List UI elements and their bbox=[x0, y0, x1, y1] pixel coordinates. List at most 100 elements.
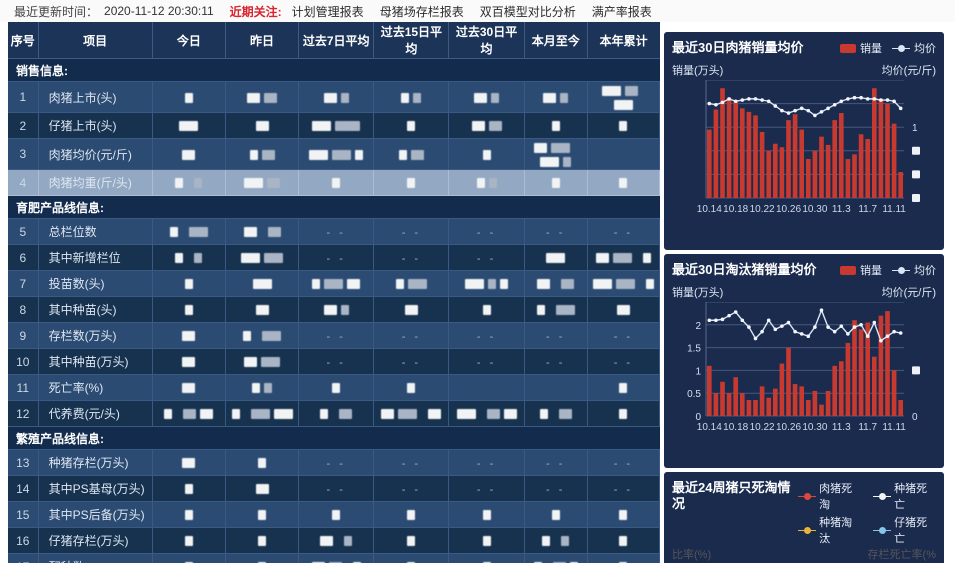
table-row-5[interactable]: 5 总栏位数 - - - - - - - - - - bbox=[8, 218, 661, 245]
bar-swatch-icon bbox=[840, 43, 856, 53]
value-cell bbox=[448, 501, 525, 528]
table-row-8[interactable]: 8 其中种苗(头) bbox=[8, 296, 661, 323]
redacted-value-block bbox=[264, 92, 278, 103]
nav-link-4[interactable]: 满产率报表 bbox=[591, 4, 652, 19]
table-row-3[interactable]: 3 肉猪均价(元/斤) bbox=[8, 138, 661, 170]
row-number: 14 bbox=[8, 475, 39, 502]
redacted-value-block bbox=[258, 458, 267, 469]
redacted-value-block bbox=[543, 92, 557, 103]
table-row-2[interactable]: 2 仔猪上市(头) bbox=[8, 112, 661, 139]
recent-focus-label: 近期关注: bbox=[229, 4, 282, 19]
redacted-value-block bbox=[347, 279, 361, 290]
table-row-6[interactable]: 6 其中新增栏位 - - - - - - bbox=[8, 244, 661, 271]
value-cell bbox=[587, 169, 661, 196]
row-number: 13 bbox=[8, 449, 39, 476]
redacted-value-block bbox=[407, 383, 416, 394]
table-row-12[interactable]: 12 代养费(元/头) bbox=[8, 400, 661, 427]
legend-item-仔猪死亡[interactable]: 仔猪死亡 bbox=[873, 514, 936, 546]
redacted-dashes: - - bbox=[476, 457, 497, 470]
legend-item-均价[interactable]: 均价 bbox=[892, 40, 936, 56]
row-number: 2 bbox=[8, 112, 39, 139]
bar-line-chart-svg: 21.510.50 010.14 10.18 10.22 10.26 10.30 11.3 1… bbox=[687, 302, 920, 433]
nav-link-2[interactable]: 母猪场存栏报表 bbox=[379, 4, 464, 19]
nav-link-3[interactable]: 双百模型对比分析 bbox=[479, 4, 576, 19]
redacted-value-block bbox=[619, 510, 628, 521]
value-cell: - - bbox=[373, 218, 450, 245]
col-header-2: 今日 bbox=[152, 22, 226, 59]
value-cell bbox=[152, 348, 226, 375]
redacted-value-block bbox=[309, 149, 329, 160]
line-dot-swatch-icon bbox=[873, 526, 891, 534]
table-row-1[interactable]: 1 肉猪上市(头) bbox=[8, 81, 661, 113]
legend-item-均价[interactable]: 均价 bbox=[892, 262, 936, 278]
line-dot-swatch-icon bbox=[873, 492, 891, 500]
redacted-value-block bbox=[320, 536, 334, 547]
value-cell bbox=[524, 81, 588, 113]
row-item-label: 其中PS基母(万头) bbox=[38, 475, 153, 502]
value-cell bbox=[225, 169, 300, 196]
redacted-value-block bbox=[546, 253, 566, 264]
legend-item-种猪淘汰[interactable]: 种猪淘汰 bbox=[798, 514, 861, 546]
redacted-value-block bbox=[491, 92, 500, 103]
table-row-14[interactable]: 14 其中PS基母(万头) - - - - - - - - - - bbox=[8, 475, 661, 502]
nav-link-1[interactable]: 计划管理报表 bbox=[291, 4, 364, 19]
row-number: 1 bbox=[8, 81, 39, 113]
table-row-15[interactable]: 15 其中PS后备(万头) bbox=[8, 501, 661, 528]
redacted-value-block bbox=[476, 178, 485, 189]
legend-label: 仔猪死亡 bbox=[894, 517, 928, 545]
table-row-13[interactable]: 13 种猪存栏(万头) - - - - - - - - - - bbox=[8, 449, 661, 476]
value-cell bbox=[152, 138, 226, 170]
table-row-7[interactable]: 7 投苗数(头) bbox=[8, 270, 661, 297]
redacted-dashes: - - bbox=[326, 356, 346, 369]
update-time-value: 2020-11-12 20:30:11 bbox=[104, 4, 214, 18]
value-cell bbox=[225, 270, 300, 297]
svg-text:10.26: 10.26 bbox=[776, 204, 801, 215]
section-title: 销售信息: bbox=[8, 58, 660, 82]
redacted-dashes: - - bbox=[326, 483, 346, 496]
redacted-value-block bbox=[465, 279, 485, 290]
col-header-7: 本月至今 bbox=[524, 22, 588, 59]
redacted-value-block bbox=[624, 85, 638, 96]
table-row-16[interactable]: 16 仔猪存栏(万头) bbox=[8, 527, 661, 554]
legend-item-销量[interactable]: 销量 bbox=[840, 262, 882, 278]
table-row-4[interactable]: 4 肉猪均重(斤/头) bbox=[8, 169, 661, 196]
row-number: 11 bbox=[8, 374, 39, 401]
redacted-value-block bbox=[592, 279, 612, 290]
redacted-value-block bbox=[542, 536, 551, 547]
redacted-value-block bbox=[381, 409, 395, 420]
legend-item-种猪死亡[interactable]: 种猪死亡 bbox=[873, 480, 936, 512]
value-cell: - - bbox=[448, 475, 525, 502]
value-cell bbox=[524, 400, 588, 427]
value-cell bbox=[225, 81, 300, 113]
row-item-label: 肉猪上市(头) bbox=[38, 81, 153, 113]
value-cell bbox=[152, 400, 226, 427]
value-cell: - - bbox=[373, 244, 450, 271]
top-status-bar: 最近更新时间： 2020-11-12 20:30:11 近期关注: 计划管理报表… bbox=[0, 0, 955, 22]
table-row-10[interactable]: 10 其中种苗(万头) - - - - - - - - - - bbox=[8, 348, 661, 375]
redacted-value-block bbox=[182, 149, 196, 160]
row-number: 7 bbox=[8, 270, 39, 297]
value-cell bbox=[373, 112, 450, 139]
redacted-value-block bbox=[243, 227, 257, 238]
value-cell bbox=[152, 218, 226, 245]
value-cell: - - bbox=[298, 218, 375, 245]
redacted-value-block bbox=[619, 383, 628, 394]
redacted-dashes: - - bbox=[326, 252, 346, 265]
redacted-value-block bbox=[401, 92, 410, 103]
table-row-9[interactable]: 9 存栏数(万头) - - - - - - - - - - bbox=[8, 322, 661, 349]
legend-item-销量[interactable]: 销量 bbox=[840, 40, 882, 56]
redacted-value-block bbox=[244, 357, 258, 368]
table-row-17[interactable]: 17配种数 bbox=[8, 553, 661, 563]
value-cell bbox=[298, 374, 375, 401]
redacted-value-block bbox=[619, 178, 628, 189]
redacted-value-block bbox=[262, 331, 282, 342]
value-cell bbox=[298, 553, 375, 563]
svg-text:0: 0 bbox=[912, 412, 918, 423]
table-row-11[interactable]: 11 死亡率(%) bbox=[8, 374, 661, 401]
value-cell: - - bbox=[373, 449, 450, 476]
redacted-value-block bbox=[540, 156, 560, 167]
dashboard-content: 序号 项目 今日 昨日 过去7日平均 过去15日平均 过去30日平均 本月至今 本年累计 销售信息… bbox=[0, 22, 955, 563]
legend-item-肉猪死淘[interactable]: 肉猪死淘 bbox=[798, 480, 861, 512]
redacted-value-block bbox=[488, 121, 502, 132]
value-cell bbox=[448, 81, 525, 113]
